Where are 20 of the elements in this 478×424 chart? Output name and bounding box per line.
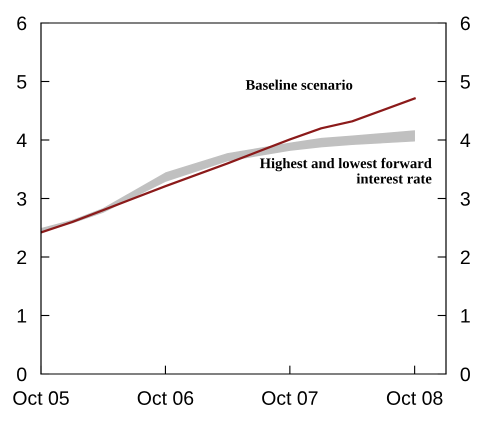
y-tick-label: 5 [17, 75, 26, 89]
y-tick-label: 3 [17, 192, 26, 206]
text: Baseline scenario [246, 80, 352, 90]
x-tick-label: Oct 05 [13, 391, 69, 405]
y-tick-label: 0 [17, 367, 26, 382]
y-tick-label: 1 [18, 309, 26, 323]
x-tick-label: Oct 08 [386, 391, 442, 405]
y-tick-label: 2 [17, 250, 26, 264]
x-tick-label: Oct 07 [262, 391, 318, 405]
y2-tick-label: 5 [460, 75, 470, 89]
y2-tick-label: 2 [460, 250, 470, 264]
y2-tick-label: 1 [461, 309, 470, 323]
y-tick-label: 4 [16, 134, 27, 148]
y2-tick-label: 4 [460, 134, 470, 148]
y2-tick-label: 0 [460, 367, 470, 382]
y-tick-label: 6 [17, 16, 26, 30]
y2-tick-label: 6 [460, 16, 470, 30]
x-tick-label: Oct 06 [138, 391, 194, 405]
y2-tick-label: 3 [460, 192, 470, 206]
annotation: Highest and lowest forward interest rate [260, 158, 432, 184]
